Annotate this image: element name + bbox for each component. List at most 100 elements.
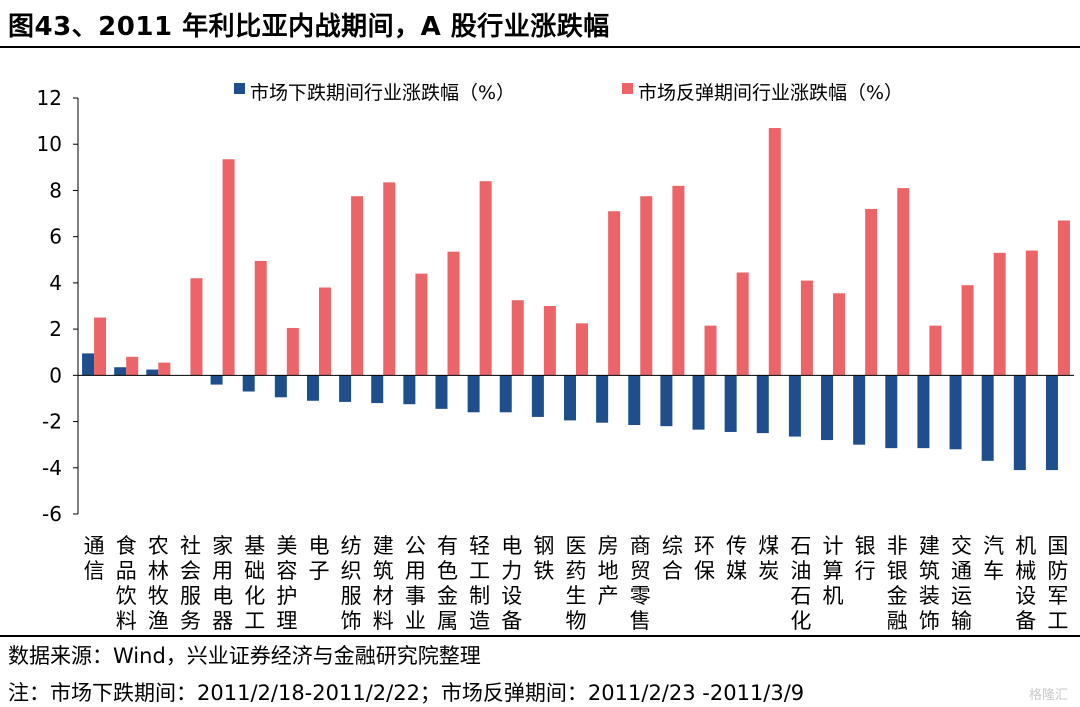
rebound-bar	[736, 272, 749, 376]
decline-bar	[596, 375, 609, 423]
decline-bar	[1013, 375, 1026, 471]
decline-bar	[371, 375, 384, 404]
rebound-bar	[447, 251, 460, 376]
rebound-bar	[94, 317, 107, 376]
rebound-bar	[543, 306, 556, 376]
decline-bar	[146, 369, 159, 376]
x-tick-label: 通信	[84, 534, 105, 583]
x-tick-label: 社会服务	[180, 534, 201, 633]
x-tick-label: 建筑材料	[373, 534, 394, 633]
y-tick-label: 8	[49, 178, 62, 202]
x-tick-label: 国防军工	[1047, 534, 1068, 633]
decline-bar	[274, 375, 287, 398]
rebound-bar	[608, 211, 621, 376]
x-tick-label: 医药生物	[566, 534, 587, 633]
legend-swatch-decline	[234, 83, 245, 94]
x-tick-label: 银行	[855, 534, 876, 583]
rebound-bar	[222, 159, 235, 376]
rebound-bar	[383, 182, 396, 376]
decline-bar	[853, 375, 866, 445]
y-tick-label: 0	[49, 363, 62, 387]
y-tick-label: 6	[49, 225, 62, 249]
legend-swatch-rebound	[622, 83, 633, 94]
x-tick-label: 环保	[694, 534, 715, 583]
decline-bar	[788, 375, 801, 437]
source-text: 数据来源：Wind，兴业证券经济与金融研究院整理	[8, 644, 481, 668]
decline-bar	[885, 375, 898, 449]
rebound-bar	[993, 252, 1006, 376]
x-tick-label: 轻工制造	[469, 534, 490, 633]
x-tick-label: 计算机	[823, 534, 844, 608]
x-tick-label: 机械设备	[1015, 534, 1036, 633]
rebound-bar	[190, 278, 203, 376]
decline-bar	[114, 367, 127, 376]
x-tick-label: 家用电器	[212, 534, 233, 633]
y-tick-label: 4	[49, 271, 62, 295]
decline-bar	[435, 375, 448, 409]
decline-bar	[917, 375, 930, 449]
x-tick-label: 传媒	[726, 534, 747, 583]
rebound-bar	[479, 181, 492, 376]
decline-bar	[499, 375, 512, 413]
x-tick-label: 石油石化	[790, 534, 811, 633]
x-tick-label: 农林牧渔	[148, 534, 169, 633]
decline-bar	[564, 375, 576, 421]
x-tick-label: 交通运输	[951, 534, 972, 633]
x-tick-label: 房地产	[598, 534, 619, 608]
rebound-bar	[800, 280, 813, 376]
y-tick-label: 2	[49, 317, 62, 341]
rebound-bar	[961, 285, 974, 376]
x-tick-label: 食品饮料	[116, 534, 137, 633]
rebound-bar	[929, 325, 942, 376]
decline-bar	[210, 375, 223, 385]
x-tick-label: 汽车	[983, 534, 1004, 583]
rebound-bar	[158, 362, 171, 376]
rebound-bar	[1025, 250, 1038, 376]
decline-bar	[467, 375, 480, 413]
rebound-bar	[768, 128, 781, 376]
rebound-bar	[640, 196, 653, 376]
rebound-bar	[254, 260, 267, 376]
decline-bar	[724, 375, 737, 432]
bar-chart: -6 -4 -2 0 2 4 6 8 10 12 通信食品饮料农林牧渔社会服务家用电器基础化工美容护…	[37, 82, 1074, 633]
y-tick-label: -6	[42, 502, 62, 526]
watermark-logo: 格隆汇	[1028, 688, 1068, 703]
y-tick-label: 10	[37, 132, 62, 156]
decline-bar	[339, 375, 352, 402]
decline-bar	[82, 353, 95, 376]
decline-bar	[981, 375, 994, 461]
x-tick-label: 钢铁	[533, 534, 554, 583]
y-tick-label: -4	[42, 456, 62, 480]
x-tick-label: 非银金融	[887, 534, 908, 633]
decline-bar	[1045, 375, 1058, 471]
decline-bar	[660, 375, 673, 427]
decline-bar	[692, 375, 705, 430]
rebound-bar	[672, 185, 685, 376]
decline-bar	[242, 375, 255, 392]
x-tick-label: 基础化工	[244, 534, 265, 633]
decline-bar	[949, 375, 962, 450]
x-tick-label: 有色金属	[437, 534, 458, 633]
rebound-bar	[351, 196, 364, 376]
decline-bar	[628, 375, 641, 426]
note-text: 注：市场下跌期间：2011/2/18-2011/2/22；市场反弹期间：2011…	[8, 681, 805, 705]
y-tick-label: -2	[42, 410, 62, 434]
rebound-bar	[318, 287, 331, 376]
x-tick-label: 电力设备	[501, 534, 522, 633]
x-tick-label: 纺织服饰	[341, 534, 362, 633]
rebound-bar	[833, 293, 846, 376]
x-tick-label: 电子	[308, 534, 329, 583]
rebound-bar	[415, 273, 428, 376]
decline-bar	[306, 375, 319, 401]
x-tick-label: 煤炭	[758, 534, 779, 583]
rebound-bar	[576, 323, 588, 376]
decline-bar	[531, 375, 544, 417]
rebound-bar	[286, 327, 299, 376]
x-tick-label: 商贸零售	[630, 534, 651, 633]
rebound-bar	[511, 300, 524, 376]
chart-title: 图43、2011 年利比亚内战期间，A 股行业涨跌幅	[8, 12, 610, 42]
decline-bar	[821, 375, 834, 441]
decline-bar	[756, 375, 769, 434]
rebound-bar	[126, 356, 139, 376]
decline-bar	[403, 375, 416, 405]
